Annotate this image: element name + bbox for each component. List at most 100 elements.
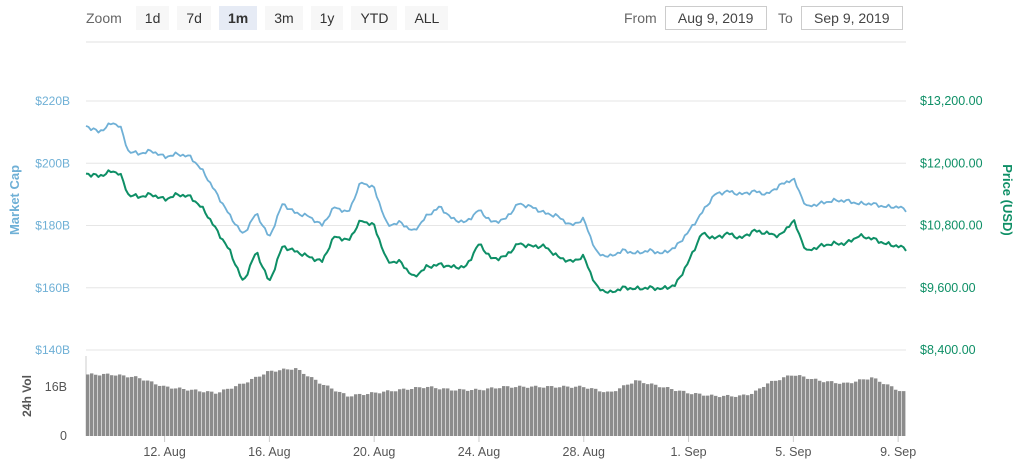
y-axis-title-right: Price (USD) (1000, 164, 1015, 236)
volume-bar (318, 383, 322, 436)
volume-bar (566, 386, 570, 436)
volume-bar (610, 391, 614, 436)
volume-bar (150, 381, 154, 436)
volume-bar (586, 388, 590, 436)
volume-bar (394, 391, 398, 436)
zoom-ytd-button[interactable]: YTD (351, 6, 398, 30)
volume-bar (826, 381, 830, 436)
volume-bar (470, 390, 474, 436)
volume-bar (542, 387, 546, 436)
volume-bar (634, 380, 638, 436)
volume-bar (658, 387, 662, 436)
volume-bar (862, 379, 866, 436)
volume-bar (706, 395, 710, 436)
volume-bar (438, 389, 442, 436)
volume-bar (622, 385, 626, 436)
volume-bar (578, 385, 582, 436)
volume-bar (682, 390, 686, 436)
y-axis-title-volume: 24h Vol (20, 375, 34, 417)
zoom-all-button[interactable]: ALL (405, 6, 449, 30)
volume-bar (418, 387, 422, 436)
volume-bar (502, 386, 506, 436)
volume-bar (762, 386, 766, 436)
volume-bar (358, 393, 362, 436)
volume-bar (898, 391, 902, 436)
volume-bar (562, 385, 566, 436)
y-left-tick-label: $220B (35, 94, 70, 108)
volume-bar (614, 391, 618, 436)
volume-bar (518, 385, 522, 436)
zoom-1y-button[interactable]: 1y (310, 6, 344, 30)
series-line-price (85, 169, 907, 294)
volume-bar (178, 387, 182, 436)
volume-bar (110, 375, 114, 436)
volume-bar (846, 382, 850, 436)
y-right-tick-label: $8,400.00 (920, 343, 976, 357)
volume-bar (702, 395, 706, 436)
volume-bar (170, 388, 174, 436)
volume-bar (754, 390, 758, 436)
volume-bar (390, 391, 394, 436)
volume-bar (330, 388, 334, 436)
volume-bar (138, 378, 142, 436)
volume-bar (258, 376, 262, 436)
volume-bar (214, 393, 218, 436)
volume-bar (126, 377, 130, 436)
x-tick-label: 1. Sep (670, 445, 706, 459)
volume-bar (478, 389, 482, 436)
volume-bar (158, 385, 162, 436)
volume-bar (90, 373, 94, 436)
volume-bar (206, 391, 210, 436)
volume-bar (550, 386, 554, 436)
volume-bar (538, 387, 542, 436)
to-date-input[interactable]: Sep 9, 2019 (800, 6, 903, 30)
zoom-3m-button[interactable]: 3m (265, 6, 303, 30)
volume-bar (382, 391, 386, 436)
volume-bar (322, 384, 326, 436)
volume-bar (494, 388, 498, 436)
volume-bar (514, 387, 518, 436)
volume-bar (106, 373, 110, 436)
from-date-input[interactable]: Aug 9, 2019 (664, 6, 767, 30)
volume-bar (238, 383, 242, 436)
volume-bar (558, 387, 562, 436)
zoom-7d-button[interactable]: 7d (177, 6, 211, 30)
volume-bar (366, 394, 370, 436)
volume-bar (254, 376, 258, 436)
volume-bar (642, 383, 646, 436)
volume-bar (510, 387, 514, 436)
volume-bar (274, 371, 278, 436)
volume-bar (714, 395, 718, 436)
volume-bar (874, 378, 878, 436)
zoom-bar: Zoom 1d 7d 1m 3m 1y YTD ALL (86, 6, 449, 30)
zoom-1d-button[interactable]: 1d (135, 6, 170, 30)
volume-bar (134, 376, 138, 436)
volume-bar (162, 385, 166, 436)
volume-bar (262, 374, 266, 436)
volume-bar (386, 390, 390, 436)
volume-bar (802, 376, 806, 436)
volume-bar (746, 395, 750, 436)
volume-bar (246, 382, 250, 436)
volume-bar (798, 375, 802, 436)
volume-bar (778, 380, 782, 436)
volume-bar (650, 383, 654, 436)
volume-bar (466, 390, 470, 436)
volume-bar (410, 389, 414, 436)
volume-bar (666, 387, 670, 436)
volume-bar (118, 374, 122, 436)
volume-bar (102, 373, 106, 436)
volume-bar (554, 387, 558, 436)
volume-bar (866, 379, 870, 436)
volume-bar (738, 395, 742, 436)
volume-bar (886, 384, 890, 436)
volume-bar (378, 393, 382, 436)
volume-bar (858, 379, 862, 436)
volume-bar (734, 396, 738, 436)
volume-bar (526, 387, 530, 436)
volume-bar (850, 383, 854, 436)
zoom-1m-button[interactable]: 1m (218, 6, 258, 30)
volume-bar (742, 394, 746, 436)
volume-bar (454, 390, 458, 436)
